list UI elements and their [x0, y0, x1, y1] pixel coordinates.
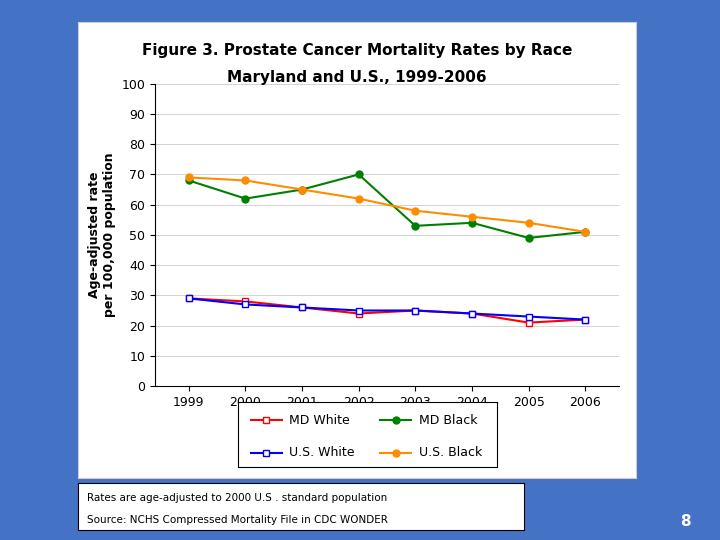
U.S. Black — [298, 186, 307, 193]
U.S. Black — [524, 220, 533, 226]
Text: MD White: MD White — [289, 414, 350, 427]
MD Black — [467, 220, 476, 226]
U.S. White — [298, 304, 307, 310]
U.S. White — [184, 295, 193, 302]
MD Black — [298, 186, 307, 193]
MD White — [241, 298, 250, 305]
Text: Source: NCHS Compressed Mortality File in CDC WONDER: Source: NCHS Compressed Mortality File i… — [86, 515, 387, 525]
Text: U.S. Black: U.S. Black — [419, 447, 482, 460]
MD White — [298, 304, 307, 310]
U.S. White — [241, 301, 250, 308]
MD White — [524, 319, 533, 326]
Line: MD Black: MD Black — [185, 171, 589, 241]
U.S. White — [411, 307, 420, 314]
Text: 8: 8 — [680, 514, 691, 529]
Text: U.S. White: U.S. White — [289, 447, 355, 460]
MD Black — [411, 222, 420, 229]
MD Black — [524, 235, 533, 241]
Line: MD White: MD White — [185, 295, 589, 326]
Text: Rates are age-adjusted to 2000 U.S . standard population: Rates are age-adjusted to 2000 U.S . sta… — [86, 493, 387, 503]
U.S. Black — [467, 213, 476, 220]
MD White — [467, 310, 476, 317]
MD White — [354, 310, 363, 317]
MD White — [184, 295, 193, 302]
U.S. Black — [354, 195, 363, 202]
MD Black — [241, 195, 250, 202]
MD White — [581, 316, 590, 323]
Line: U.S. Black: U.S. Black — [185, 174, 589, 235]
U.S. Black — [411, 207, 420, 214]
Text: Figure 3. Prostate Cancer Mortality Rates by Race: Figure 3. Prostate Cancer Mortality Rate… — [142, 43, 572, 58]
U.S. Black — [581, 228, 590, 235]
Text: MD Black: MD Black — [419, 414, 477, 427]
MD White — [411, 307, 420, 314]
MD Black — [354, 171, 363, 178]
MD Black — [581, 228, 590, 235]
U.S. White — [524, 313, 533, 320]
U.S. White — [467, 310, 476, 317]
U.S. White — [581, 316, 590, 323]
Line: U.S. White: U.S. White — [185, 295, 589, 323]
U.S. White — [354, 307, 363, 314]
Text: Maryland and U.S., 1999-2006: Maryland and U.S., 1999-2006 — [227, 70, 487, 85]
X-axis label: Year of Death: Year of Death — [333, 414, 441, 428]
U.S. Black — [241, 177, 250, 184]
Y-axis label: Age-adjusted rate
per 100,000 population: Age-adjusted rate per 100,000 population — [88, 153, 116, 317]
U.S. Black — [184, 174, 193, 181]
MD Black — [184, 177, 193, 184]
